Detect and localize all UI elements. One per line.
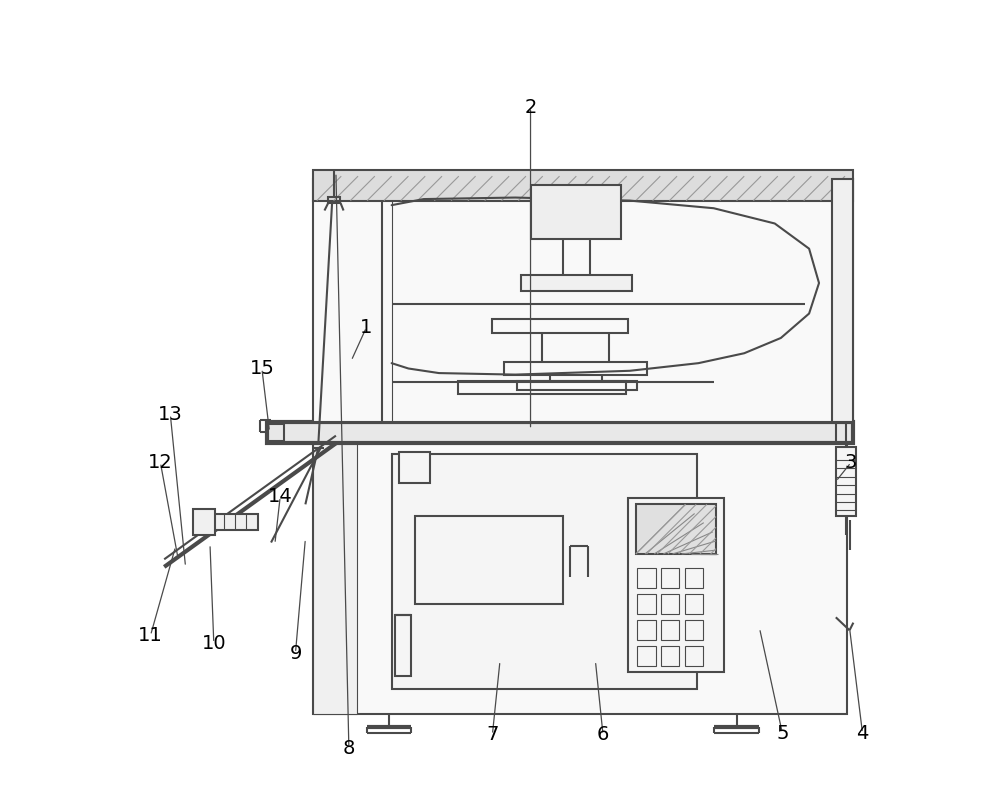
- Bar: [267, 422, 853, 444]
- Text: 6: 6: [597, 725, 609, 744]
- Bar: [685, 568, 703, 588]
- Text: 9: 9: [289, 644, 302, 663]
- Bar: [208, 514, 258, 530]
- Text: 13: 13: [158, 405, 183, 424]
- Bar: [395, 615, 411, 676]
- Bar: [521, 275, 632, 291]
- Bar: [313, 179, 853, 422]
- Bar: [392, 454, 697, 689]
- Text: 4: 4: [856, 723, 869, 743]
- Bar: [492, 319, 628, 332]
- Bar: [661, 568, 679, 588]
- Bar: [313, 432, 357, 714]
- Bar: [458, 382, 626, 394]
- Bar: [517, 381, 637, 390]
- Text: 11: 11: [138, 626, 163, 645]
- Bar: [415, 516, 563, 603]
- Bar: [504, 363, 647, 374]
- Text: 1: 1: [360, 318, 373, 337]
- Bar: [836, 447, 856, 516]
- Bar: [637, 646, 656, 666]
- Bar: [267, 425, 284, 441]
- Bar: [661, 646, 679, 666]
- Bar: [637, 568, 656, 588]
- Bar: [685, 620, 703, 640]
- Bar: [637, 620, 656, 640]
- Text: 10: 10: [201, 634, 226, 653]
- Text: 2: 2: [524, 98, 537, 117]
- Text: 8: 8: [343, 739, 355, 758]
- Text: 14: 14: [268, 487, 293, 506]
- Bar: [661, 595, 679, 615]
- Bar: [399, 452, 430, 483]
- Bar: [313, 432, 847, 714]
- Bar: [661, 620, 679, 640]
- Bar: [685, 595, 703, 615]
- Text: 5: 5: [776, 723, 789, 743]
- Bar: [628, 498, 724, 673]
- Text: 3: 3: [845, 453, 857, 472]
- Bar: [832, 179, 853, 422]
- Bar: [685, 646, 703, 666]
- Bar: [313, 170, 853, 200]
- Bar: [836, 422, 853, 444]
- Text: 12: 12: [148, 453, 173, 472]
- Bar: [328, 197, 340, 203]
- Bar: [636, 504, 716, 554]
- Bar: [193, 509, 215, 535]
- Bar: [531, 185, 621, 238]
- Text: 15: 15: [249, 359, 274, 378]
- Text: 7: 7: [486, 725, 499, 744]
- Bar: [637, 595, 656, 615]
